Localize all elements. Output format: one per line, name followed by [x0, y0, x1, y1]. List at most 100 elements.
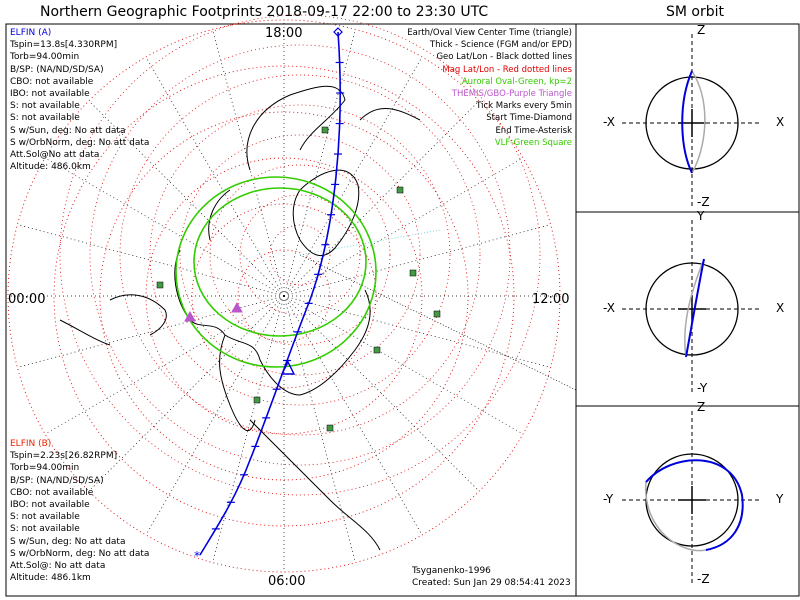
elfin-a-line: Att.Sol@No att data	[10, 149, 100, 160]
elfin-a-start-diamond	[333, 27, 343, 37]
vlf-square	[321, 126, 329, 134]
mag-grid	[59, 14, 577, 496]
created-label: Created: Sun Jan 29 08:54:41 2023	[412, 578, 571, 588]
sm-orbit-title: SM orbit	[665, 4, 724, 20]
mag-lat-circle	[239, 194, 361, 316]
vlf-square	[396, 186, 404, 194]
mag-lat-circle	[179, 134, 421, 376]
sm-label-top: Z	[697, 400, 706, 414]
elfin-b-line: Tspin=2.23s[26.82RPM]	[10, 451, 118, 462]
geo-lat-circle	[237, 249, 331, 343]
sm-label-top: Z	[697, 23, 706, 37]
elfin-a-line: S: not available	[10, 113, 80, 124]
themis-triangle-1	[184, 310, 196, 322]
sm-label-left: -Y	[603, 492, 614, 506]
main-title: Northern Geographic Footprints 2018-09-1…	[40, 4, 489, 20]
sm-earth-circle	[645, 262, 739, 356]
sm-label-left: -X	[603, 301, 615, 315]
elfin-a-line: Altitude: 486.0km	[10, 162, 91, 173]
model-label: Tsyganenko-1996	[412, 566, 491, 576]
sm-orbit-shadow	[691, 70, 706, 174]
sm-orbit-track	[681, 70, 693, 174]
elfin-b-line: Torb=94.00min	[10, 463, 80, 474]
elfin-b-line: B/SP: (NA/ND/SD/SA)	[10, 475, 104, 486]
mag-lat-circle	[269, 224, 331, 286]
auroral-oval-outer	[175, 176, 377, 368]
legend-item: VLF-Green Square	[494, 137, 572, 148]
mag-lat-circle	[59, 14, 541, 496]
elfin-a-line: CBO: not available	[10, 76, 94, 87]
elfin-a-name: ELFIN (A)	[10, 28, 52, 38]
vlf-stations	[156, 126, 441, 432]
legend-item: Auroral Oval-Green, kp=2	[461, 76, 572, 87]
legend-item: Thick - Science (FGM and/or EPD)	[429, 40, 572, 51]
geo-grid	[7, 19, 561, 573]
elfin-a-end-asterisk: *	[194, 549, 200, 563]
geo-lat-circle	[53, 65, 515, 527]
elfin-a-ticks	[211, 61, 345, 530]
coastline-west	[59, 294, 167, 346]
time-label-left: 00:00	[8, 292, 46, 307]
legend-item: THEMIS/GBO-Purple Triangle	[451, 88, 572, 99]
geo-lon-line	[17, 224, 285, 297]
mag-lat-circle	[119, 74, 481, 436]
legend-item: Earth/Oval View Center Time (triangle)	[407, 28, 572, 38]
sm-label-right: X	[776, 115, 785, 129]
legend: Earth/Oval View Center Time (triangle) Th…	[407, 27, 572, 149]
elfin-b-line: CBO: not available	[10, 487, 94, 498]
sm-orbit-shadow	[645, 481, 707, 552]
mag-lat-circle	[89, 44, 511, 466]
sm-label-bottom: -Z	[697, 572, 710, 586]
elfin-b-name: ELFIN (B)	[10, 439, 52, 449]
elfin-a-line: Torb=94.00min	[10, 52, 80, 63]
elfin-b-line: Att.Sol@: No att data	[10, 560, 106, 571]
elfin-b-line: S w/OrbNorm, deg: No att data	[10, 548, 150, 559]
legend-item: End Time-Asterisk	[495, 125, 572, 136]
elfin-b-info: ELFIN (B) Tspin=2.23s[26.82RPM] Torb=94.…	[10, 438, 149, 584]
sm-earth-circle	[645, 76, 739, 170]
elfin-a-line: B/SP: (NA/ND/SD/SA)	[10, 64, 104, 75]
sm-label-left: -X	[603, 115, 615, 129]
elfin-b-line: Altitude: 486.1km	[10, 573, 91, 584]
mag-lon-line	[299, 254, 577, 391]
time-label-top: 18:00	[265, 26, 303, 41]
elfin-b-line: IBO: not available	[10, 499, 90, 510]
sm-panel-frame-3	[575, 405, 800, 597]
legend-item: Mag Lat/Lon - Red dotted lines	[442, 64, 572, 75]
view-center-triangle	[280, 360, 296, 375]
legend-item: Start Time-Diamond	[486, 113, 572, 124]
elfin-a-info: ELFIN (A) Tspin=13.8s[4.330RPM] Torb=94.…	[10, 27, 149, 173]
sm-orbit-graphics	[622, 34, 762, 583]
mag-lat-circle	[149, 104, 451, 406]
legend-item: Geo Lat/Lon - Black dotted lines	[436, 52, 572, 63]
elfin-a-line: S: not available	[10, 101, 80, 112]
mag-lat-circle	[209, 164, 391, 346]
vlf-square	[253, 396, 261, 404]
sm-orbit-track	[645, 459, 744, 551]
vlf-square	[156, 281, 164, 289]
themis-triangle-2	[231, 301, 243, 313]
auroral-oval-inner	[193, 187, 367, 337]
geo-lat-circle	[7, 19, 561, 573]
elfin-a-line: S w/OrbNorm, deg: No att data	[10, 137, 150, 148]
sm-label-bottom: -Y	[697, 381, 708, 395]
elfin-a-line: Tspin=13.8s[4.330RPM]	[10, 40, 118, 51]
vlf-square	[326, 424, 334, 432]
geo-lat-circle	[145, 157, 423, 435]
sm-label-top: Y	[697, 209, 705, 223]
legend-item: Tick Marks every 5min	[476, 101, 572, 112]
coastlines	[59, 85, 421, 551]
elfin-a-track	[199, 31, 341, 556]
elfin-a-line: IBO: not available	[10, 88, 90, 99]
elfin-b-line: S: not available	[10, 512, 80, 523]
sm-label-right: Y	[776, 492, 784, 506]
geo-lon-line	[44, 157, 285, 297]
coastline-eurasia	[208, 85, 421, 241]
geo-lon-line	[44, 295, 285, 435]
vlf-square	[373, 346, 381, 354]
coastline-south-america	[249, 419, 381, 551]
time-label-bottom: 06:00	[268, 574, 306, 589]
vlf-square	[409, 269, 417, 277]
sm-orbit-shadow	[684, 258, 705, 358]
